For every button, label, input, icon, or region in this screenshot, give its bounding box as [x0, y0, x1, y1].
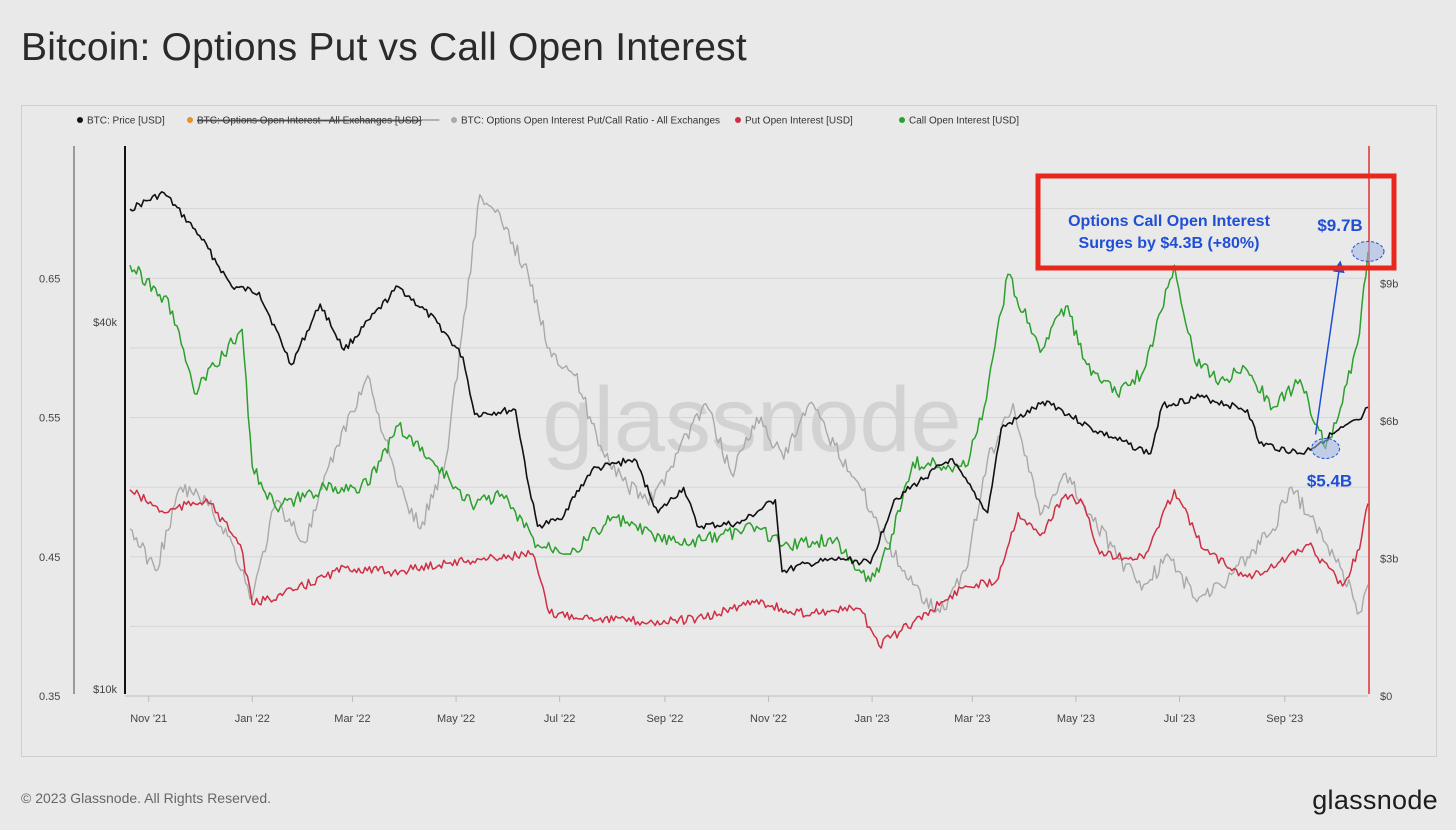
- x-tick-label: Sep '22: [646, 713, 683, 725]
- callout-box: [1035, 173, 1397, 271]
- ratio-tick-label: 0.45: [39, 552, 60, 564]
- watermark: glassnode: [542, 369, 961, 471]
- x-tick-label: Nov '22: [750, 713, 787, 725]
- ratio-tick-label: 0.65: [39, 273, 60, 285]
- legend-item[interactable]: Put Open Interest [USD]: [735, 116, 853, 127]
- end-value-label: $9.7B: [1317, 216, 1362, 235]
- legend-marker: [735, 117, 741, 123]
- callout-line2: Surges by $4.3B (+80%): [1079, 235, 1260, 252]
- oi-tick-label: $6b: [1380, 416, 1398, 428]
- price-tick-label: $10k: [93, 684, 117, 696]
- copyright-text: © 2023 Glassnode. All Rights Reserved.: [21, 790, 272, 806]
- start-highlight: [1311, 438, 1341, 459]
- ratio-tick-label: 0.35: [39, 691, 60, 703]
- x-tick-label: Mar '22: [334, 713, 370, 725]
- legend-item[interactable]: BTC: Price [USD]: [77, 116, 165, 127]
- series-line-2: [129, 194, 1369, 615]
- legend-label: BTC: Price [USD]: [87, 116, 165, 127]
- x-tick-label: Mar '23: [954, 713, 990, 725]
- legend-item[interactable]: Call Open Interest [USD]: [899, 116, 1019, 127]
- x-tick-label: Sep '23: [1266, 713, 1303, 725]
- callout-line1: Options Call Open Interest: [1068, 213, 1270, 230]
- x-tick-label: May '22: [437, 713, 475, 725]
- chart-frame: glassnode 0.65 0.55 0.45 0.35 $40k $10k $9b $6b $…: [21, 105, 1437, 757]
- legend-marker: [899, 117, 905, 123]
- legend-marker: [451, 117, 457, 123]
- surge-arrow: [1314, 260, 1345, 435]
- series-line-4: [129, 251, 1369, 583]
- start-value-label: $5.4B: [1307, 472, 1352, 491]
- series-line-3: [129, 489, 1369, 649]
- price-tick-label: $40k: [93, 317, 117, 329]
- series-line-0: [129, 191, 1369, 574]
- legend-marker: [187, 117, 193, 123]
- legend-item[interactable]: BTC: Options Open Interest - All Exchang…: [187, 116, 440, 127]
- legend-label: Call Open Interest [USD]: [909, 116, 1019, 127]
- legend-label: Put Open Interest [USD]: [745, 116, 853, 127]
- legend-label: BTC: Options Open Interest - All Exchang…: [197, 116, 422, 127]
- oi-tick-label: $0: [1380, 691, 1392, 703]
- x-tick-label: Jan '23: [855, 713, 890, 725]
- legend-label: BTC: Options Open Interest Put/Call Rati…: [461, 116, 720, 127]
- page-title: Bitcoin: Options Put vs Call Open Intere…: [21, 26, 747, 69]
- legend-item[interactable]: BTC: Options Open Interest Put/Call Rati…: [451, 116, 720, 127]
- legend-marker: [77, 117, 83, 123]
- x-tick-label: May '23: [1057, 713, 1095, 725]
- x-tick-label: Nov '21: [130, 713, 167, 725]
- ratio-tick-label: 0.55: [39, 413, 60, 425]
- x-tick-label: Jan '22: [235, 713, 270, 725]
- chart-svg: glassnode 0.65 0.55 0.45 0.35 $40k $10k $9b $6b $…: [39, 116, 1398, 726]
- glassnode-logo: glassnode: [1312, 785, 1438, 815]
- x-tick-label: Jul '22: [544, 713, 575, 725]
- oi-tick-label: $9b: [1380, 279, 1398, 291]
- x-tick-label: Jul '23: [1164, 713, 1195, 725]
- end-highlight: [1351, 240, 1385, 262]
- oi-tick-label: $3b: [1380, 554, 1398, 566]
- gridlines: [130, 208, 1368, 697]
